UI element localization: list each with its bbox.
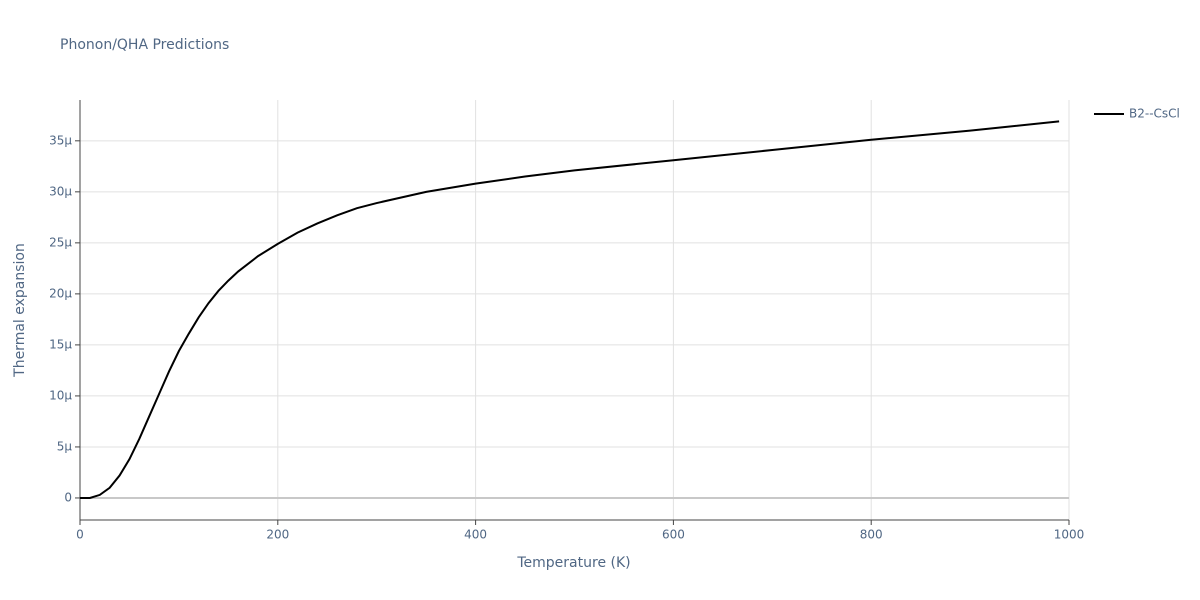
x-tick-label: 400 xyxy=(464,528,487,542)
y-tick-label: 15μ xyxy=(49,337,72,351)
y-axis-title: Thermal expansion xyxy=(12,243,28,378)
y-tick-label: 35μ xyxy=(49,133,72,147)
x-tick-label: 600 xyxy=(662,528,685,542)
x-tick-label: 200 xyxy=(266,528,289,542)
x-tick-label: 0 xyxy=(76,528,84,542)
y-tick-label: 20μ xyxy=(49,286,72,300)
x-axis-title: Temperature (K) xyxy=(516,555,630,571)
chart-title: Phonon/QHA Predictions xyxy=(60,37,229,53)
legend-label: B2--CsCl xyxy=(1129,107,1180,121)
x-tick-label: 1000 xyxy=(1054,528,1085,542)
x-tick-label: 800 xyxy=(860,528,883,542)
y-tick-label: 25μ xyxy=(49,235,72,249)
y-tick-label: 10μ xyxy=(49,388,72,402)
y-tick-label: 0 xyxy=(64,490,72,504)
y-tick-label: 5μ xyxy=(57,439,73,453)
series-line xyxy=(80,120,1060,499)
y-tick-label: 30μ xyxy=(49,184,72,198)
